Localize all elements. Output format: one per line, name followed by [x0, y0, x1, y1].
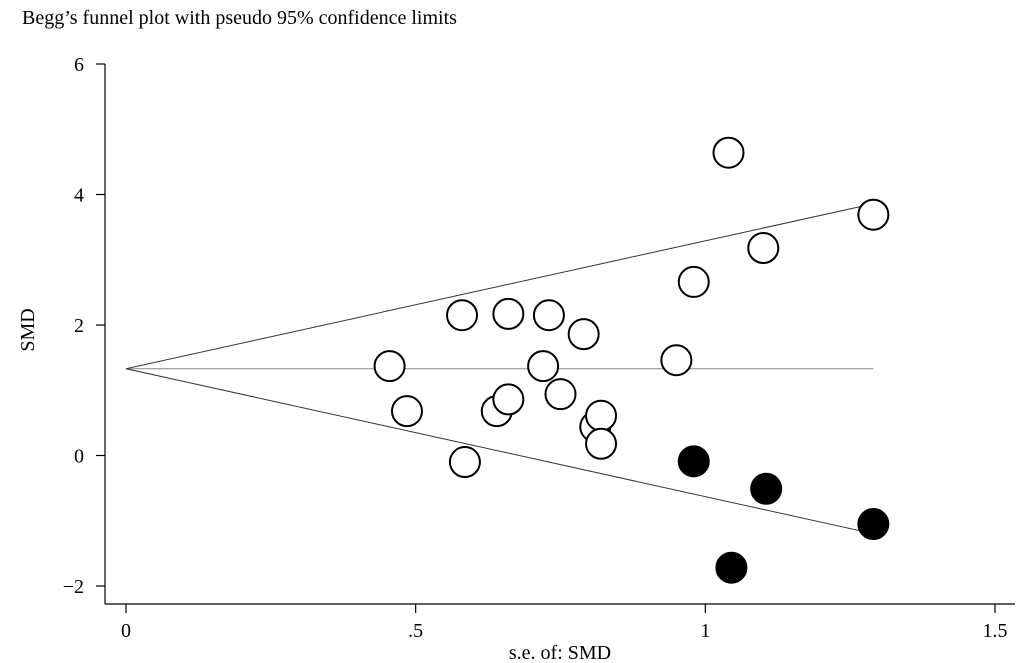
x-tick-label: 0 [121, 620, 131, 642]
axes: 0 .5 1 1.5 −2 0 2 4 6 [63, 54, 1015, 642]
open-data-point [857, 198, 890, 231]
y-axis-label: SMD [17, 308, 39, 351]
open-data-point [492, 297, 525, 330]
lower-limit-line [125, 368, 874, 535]
open-data-point [677, 265, 710, 298]
open-data-point [390, 395, 423, 428]
chart-title: Begg’s funnel plot with pseudo 95% confi… [22, 7, 457, 29]
filled-data-point [715, 551, 748, 584]
open-data-point [492, 383, 525, 416]
y-tick-label: 2 [74, 315, 84, 337]
open-data-point [567, 318, 600, 351]
upper-limit-line [125, 203, 874, 370]
filled-data-point [750, 472, 783, 505]
confidence-lines [125, 203, 874, 535]
x-tick-label: 1 [700, 620, 710, 642]
open-data-point [660, 344, 693, 377]
open-data-point [527, 350, 560, 383]
x-axis-label: s.e. of: SMD [509, 642, 611, 663]
open-data-point [373, 350, 406, 383]
open-data-point [712, 136, 745, 169]
open-data-point [585, 399, 618, 432]
y-tick-label: 4 [74, 185, 84, 207]
data-points [373, 136, 890, 584]
open-data-point [448, 446, 481, 479]
open-data-point [585, 427, 618, 460]
open-data-point [446, 299, 479, 332]
y-tick-label: 0 [74, 446, 84, 468]
x-tick-label: 1.5 [983, 620, 1008, 642]
filled-data-point [857, 508, 890, 541]
open-data-point [747, 232, 780, 265]
y-tick-label: −2 [63, 576, 84, 598]
x-tick-label: .5 [408, 620, 423, 642]
filled-data-point [677, 445, 710, 478]
open-data-point [544, 378, 577, 411]
y-tick-label: 6 [74, 54, 84, 76]
open-data-point [532, 299, 565, 332]
